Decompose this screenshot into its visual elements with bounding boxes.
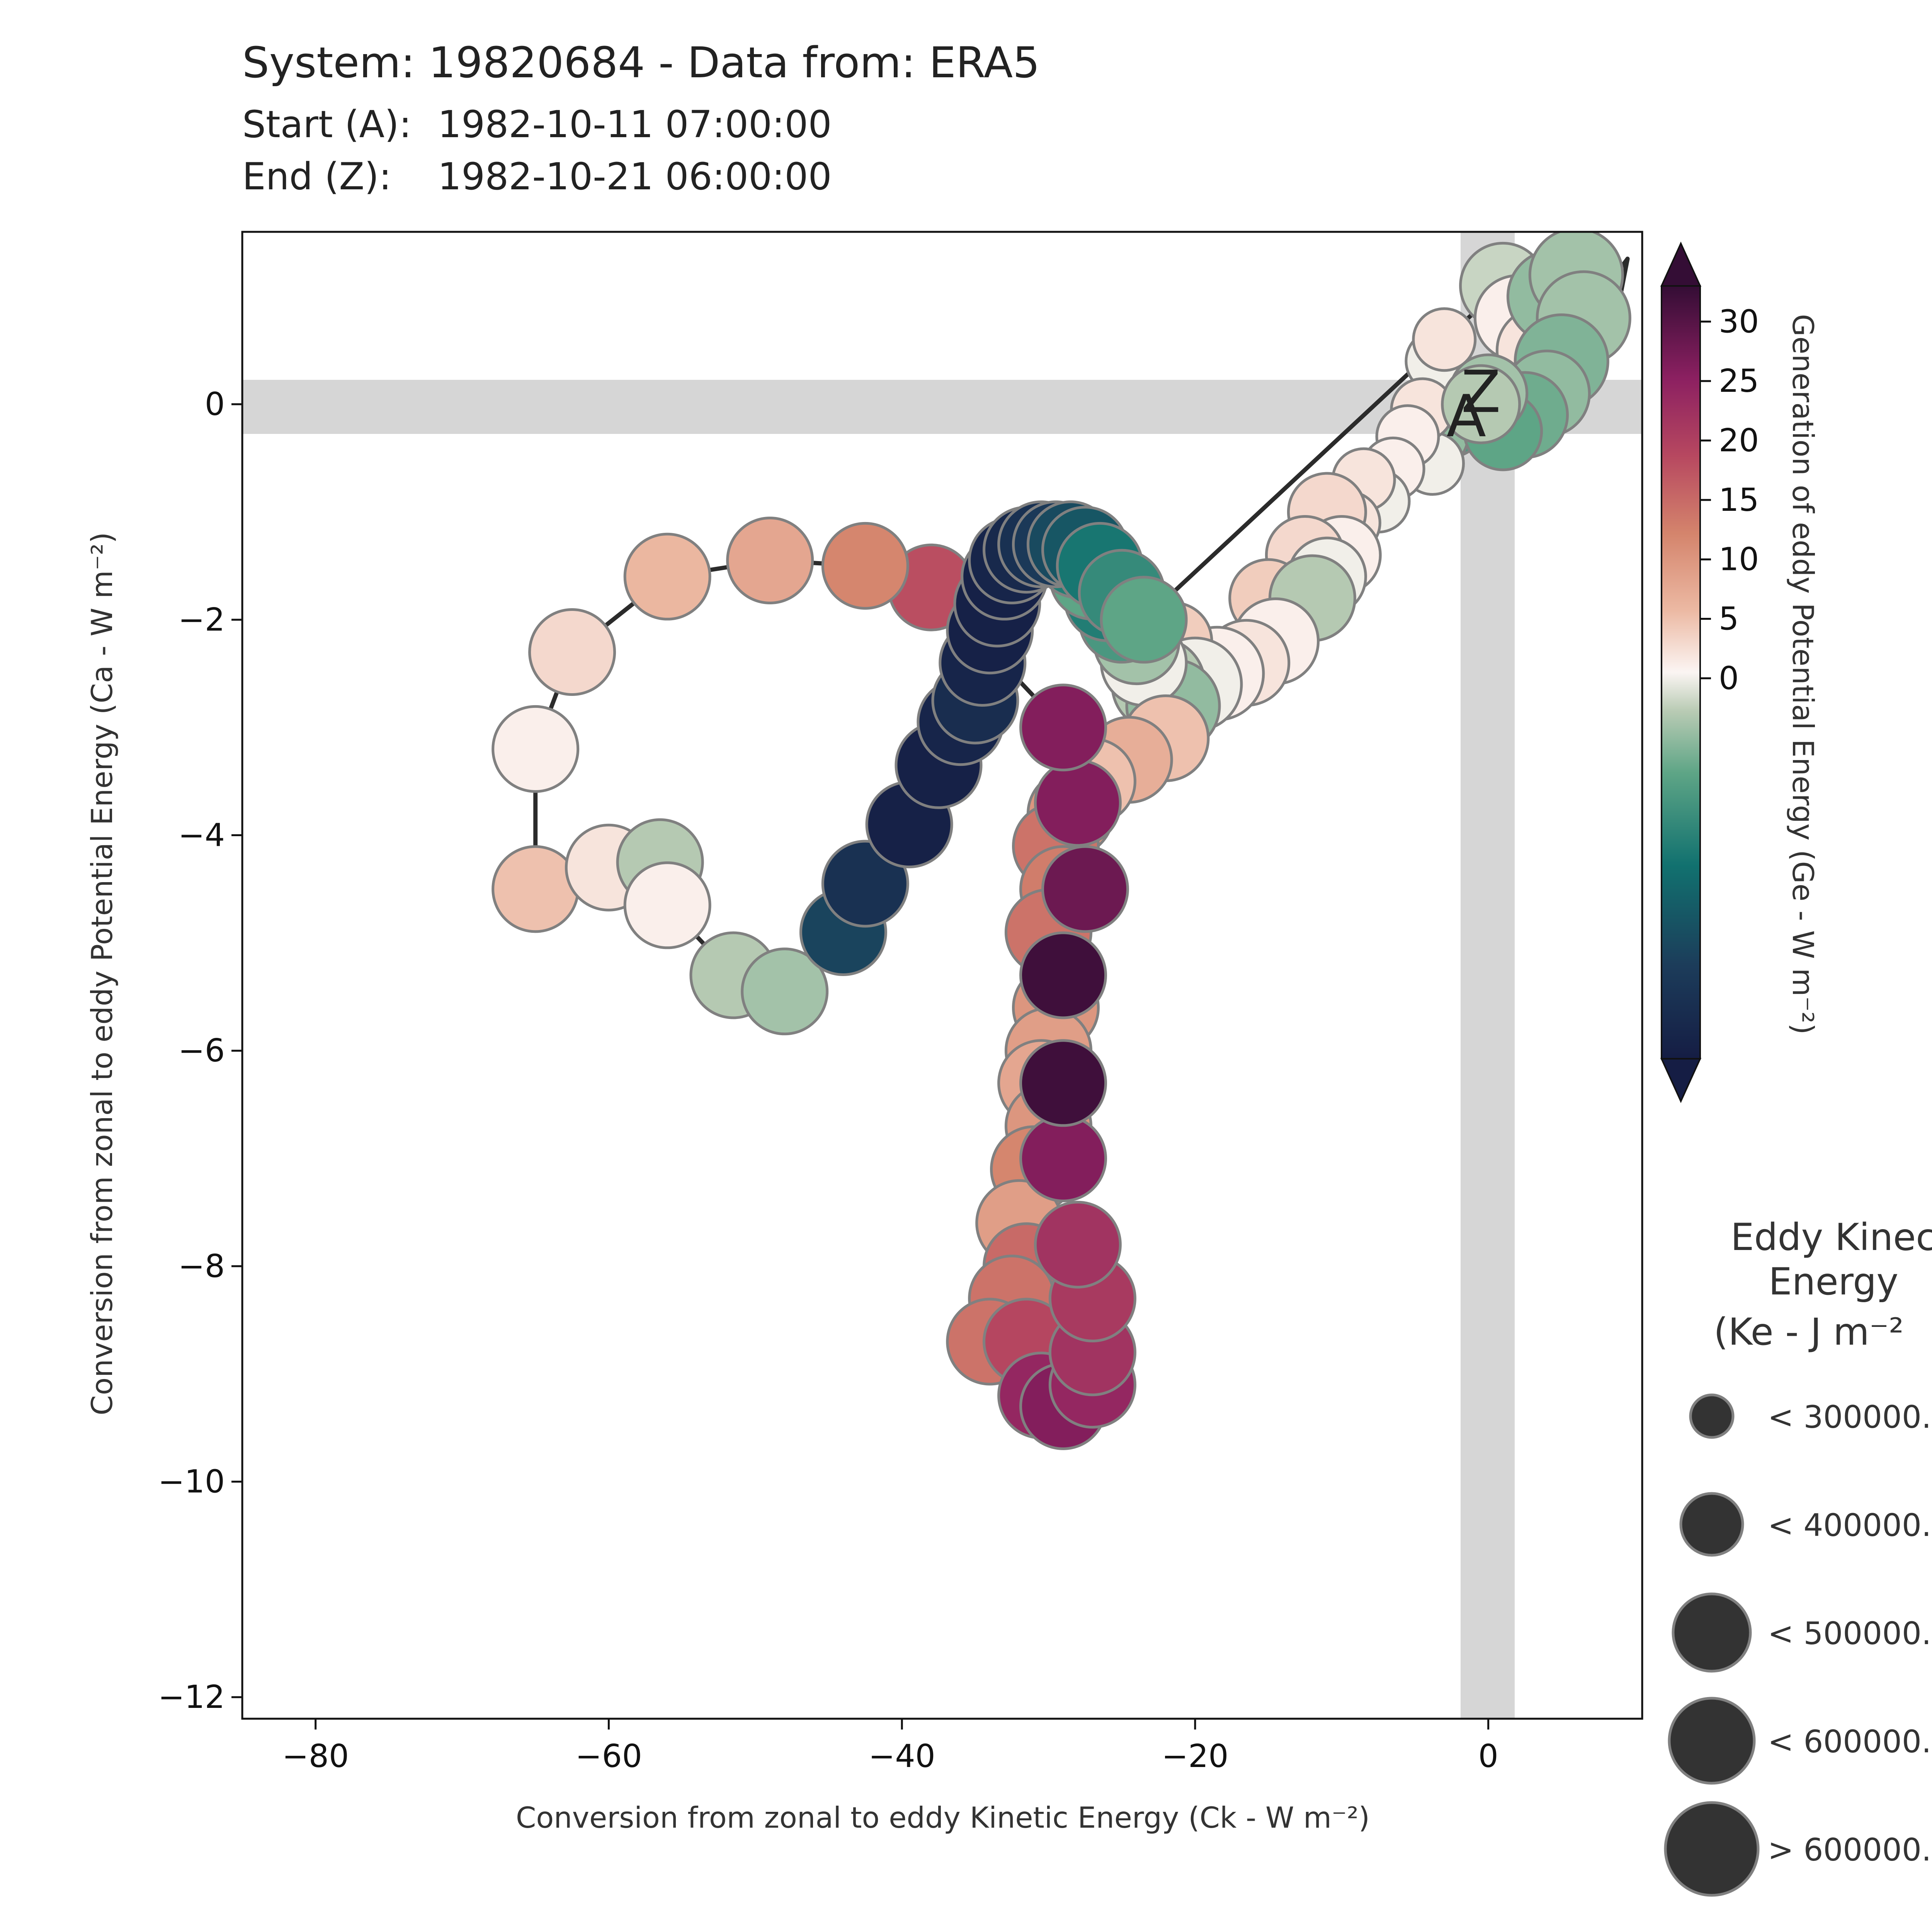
end-label: End (Z):	[242, 155, 391, 198]
size-legend-title-line-2: Energy	[1769, 1260, 1898, 1303]
colorbar-tick-label: 20	[1719, 422, 1759, 459]
start-marker: A	[1446, 383, 1486, 450]
data-point-65	[528, 608, 616, 696]
colorbar-extend-top	[1660, 242, 1702, 287]
size-legend: Eddy Kinec Energy (Ke - J m⁻² < 300000.<…	[1664, 1216, 1932, 1897]
size-legend-label: < 500000.	[1768, 1616, 1931, 1651]
data-point-72	[741, 947, 829, 1036]
size-legend-label: > 600000.	[1768, 1832, 1931, 1868]
y-tick-label: −6	[178, 1032, 225, 1069]
x-tick-label: −40	[869, 1738, 935, 1775]
x-axis: −80 −60 −40 −20 0	[282, 1719, 1498, 1775]
y-tick-label: −12	[158, 1679, 225, 1716]
size-legend-marker	[1672, 1592, 1752, 1673]
data-point-60	[1019, 684, 1107, 772]
size-legend-marker	[1679, 1492, 1744, 1557]
data-point-74	[821, 840, 909, 928]
colorbar: 0 5 10 15 20 25 30 Generation of eddy Potentia…	[1660, 242, 1820, 1103]
points-layer	[492, 232, 1631, 1450]
chart-title: System: 19820684 - Data from: ERA5	[242, 38, 1040, 87]
size-legend-label: < 300000.	[1768, 1399, 1931, 1435]
data-point-63	[726, 517, 814, 604]
y-axis: 0 −2 −4 −6 −8 −10 −12	[158, 386, 242, 1716]
plot-frame	[241, 231, 1643, 1720]
start-value: 1982-10-11 07:00:00	[438, 103, 832, 146]
x-axis-label: Conversion from zonal to eddy Kinetic En…	[516, 1801, 1370, 1835]
data-point-6	[1412, 307, 1477, 372]
end-marker: Z	[1461, 359, 1501, 426]
y-tick-label: −8	[178, 1248, 225, 1285]
data-point-107	[1441, 364, 1521, 444]
data-point-57	[1019, 931, 1107, 1019]
data-point-64	[623, 532, 711, 621]
colorbar-tick-label: 30	[1719, 303, 1759, 340]
colorbar-tick-label: 0	[1719, 660, 1739, 697]
zero-band-vertical	[1461, 232, 1515, 1719]
y-tick-label: −2	[178, 602, 225, 638]
y-tick-label: −10	[158, 1464, 225, 1500]
data-point-54	[1034, 1201, 1122, 1289]
size-legend-entries: < 300000. < 400000. < 500000. < 600000. > 60…	[1664, 1393, 1931, 1897]
colorbar-tick-label: 15	[1719, 482, 1759, 519]
colorbar-tick-label: 5	[1719, 601, 1739, 638]
data-point-91	[1100, 576, 1188, 664]
end-value: 1982-10-21 06:00:00	[438, 155, 832, 198]
x-tick-label: −60	[575, 1738, 642, 1775]
size-legend-marker	[1668, 1697, 1756, 1785]
plot-area: A Z	[242, 232, 1642, 1719]
colorbar-ticks: 0 5 10 15 20 25 30	[1700, 303, 1759, 697]
y-tick-label: 0	[205, 386, 225, 423]
size-legend-label: < 400000.	[1768, 1507, 1931, 1543]
data-point-66	[492, 705, 580, 793]
y-tick-label: −4	[178, 817, 225, 854]
y-axis-label: Conversion from zonal to eddy Potential …	[85, 532, 119, 1415]
data-point-62	[821, 522, 909, 610]
size-legend-marker	[1664, 1801, 1760, 1897]
size-legend-title-line-3: (Ke - J m⁻²	[1714, 1310, 1904, 1354]
x-tick-label: −80	[282, 1738, 349, 1775]
size-legend-title-line-1: Eddy Kinec	[1731, 1216, 1932, 1259]
x-tick-label: −20	[1162, 1738, 1228, 1775]
data-point-58	[1041, 845, 1129, 933]
data-point-56	[1019, 1039, 1107, 1127]
data-point-70	[623, 861, 711, 949]
colorbar-tick-label: 25	[1719, 363, 1759, 400]
colorbar-extend-bottom	[1660, 1058, 1702, 1103]
size-legend-marker	[1689, 1393, 1735, 1439]
size-legend-label: < 600000.	[1768, 1724, 1931, 1760]
colorbar-body	[1661, 285, 1701, 1060]
data-point-55	[1019, 1114, 1107, 1202]
data-point-67	[492, 845, 580, 933]
colorbar-tick-label: 10	[1719, 541, 1759, 578]
data-point-59	[1034, 759, 1122, 847]
colorbar-label: Generation of eddy Potential Energy (Ge …	[1786, 314, 1820, 1034]
x-tick-label: 0	[1478, 1738, 1498, 1775]
start-label: Start (A):	[242, 103, 412, 146]
